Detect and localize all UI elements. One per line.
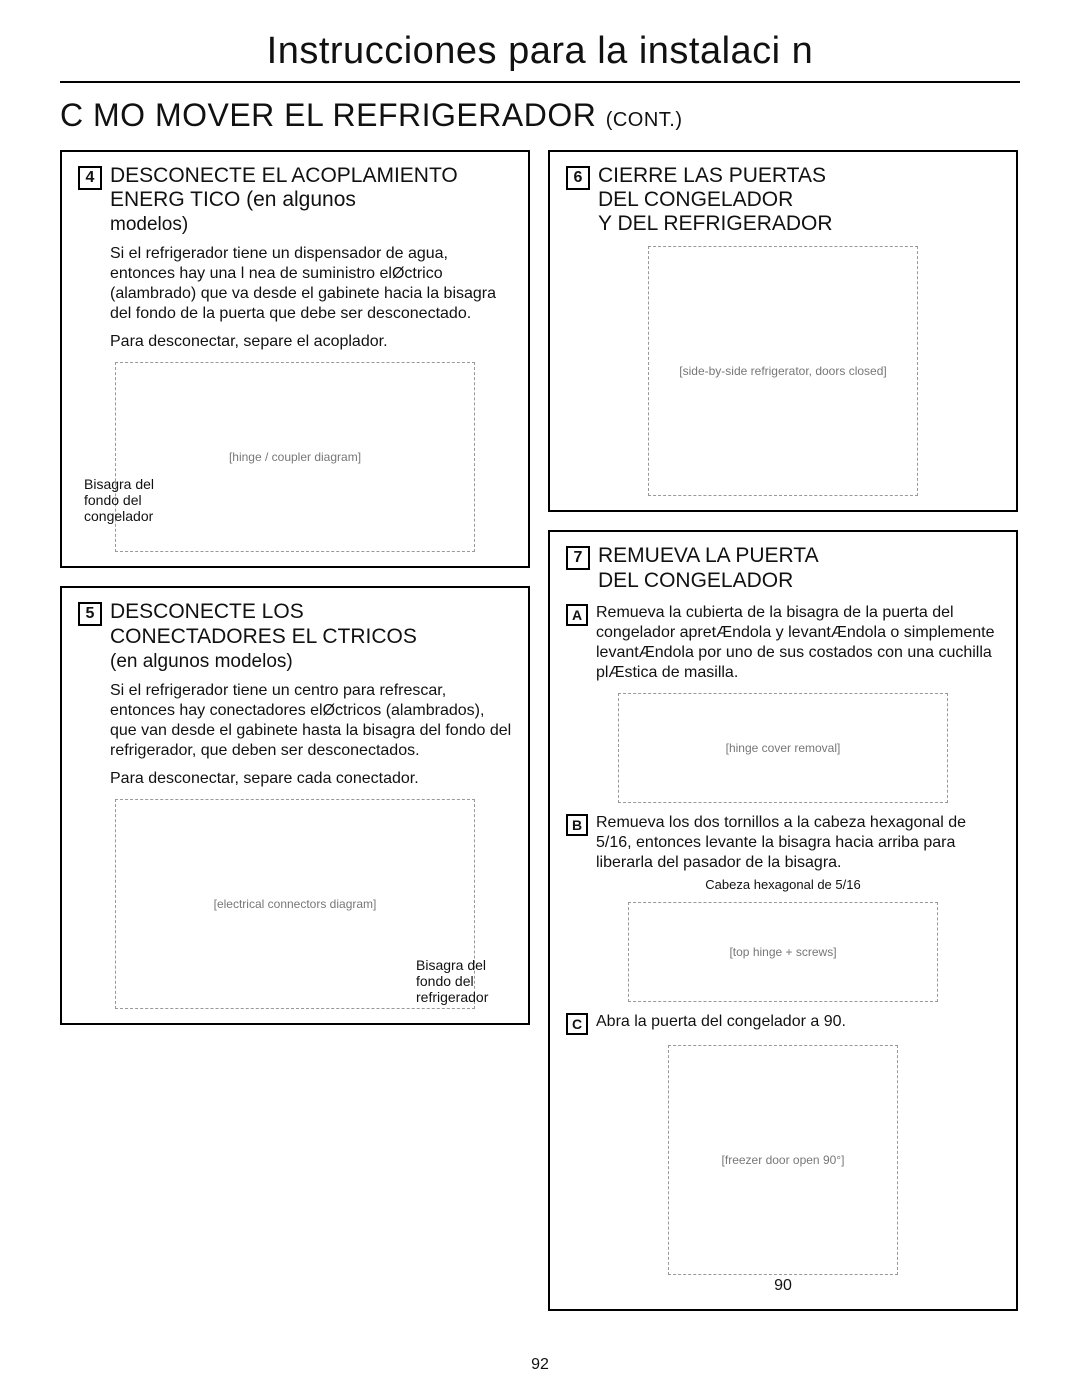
step-7b-illustration: [top hinge + screws] [566,902,1000,1002]
step-7b-letter: B [566,814,588,836]
section-title: C MO MOVER EL REFRIGERADOR (CONT.) [60,97,1020,134]
step-5-title-l1: DESCONECTE LOS [110,600,304,623]
step-4-title-l2: ENERG TICO (en algunos [110,188,356,211]
step-4-illustration: [hinge / coupler diagram] Bisagra del fo… [78,362,512,552]
step-4-title-l3: modelos) [110,214,188,235]
step-5-box: 5 DESCONECTE LOS CONECTADORES EL CTRICOS… [60,586,530,1024]
step-7-title-l2: DEL CONGELADOR [598,569,793,592]
section-cont: (CONT.) [606,109,683,131]
step-7b-illus-placeholder: [top hinge + screws] [628,902,938,1002]
section-title-text: C MO MOVER EL REFRIGERADOR [60,97,596,133]
step-4-head: 4 DESCONECTE EL ACOPLAMIENTO ENERG TICO … [78,164,512,236]
step-5-callout: Bisagra del fondo del refrigerador [416,957,506,1005]
step-5-head: 5 DESCONECTE LOS CONECTADORES EL CTRICOS… [78,600,512,672]
step-6-box: 6 CIERRE LAS PUERTAS DEL CONGELADOR Y DE… [548,150,1018,512]
step-4-title: DESCONECTE EL ACOPLAMIENTO ENERG TICO (e… [110,164,458,236]
right-column: 6 CIERRE LAS PUERTAS DEL CONGELADOR Y DE… [548,150,1018,1311]
title-rule [60,81,1020,83]
step-7b-text: Remueva los dos tornillos a la cabeza he… [596,813,1000,873]
columns: 4 DESCONECTE EL ACOPLAMIENTO ENERG TICO … [60,150,1020,1311]
step-4-para1: Si el refrigerador tiene un dispensador … [110,244,512,324]
step-7c-text: Abra la puerta del congelador a 90. [596,1012,846,1032]
step-4-box: 4 DESCONECTE EL ACOPLAMIENTO ENERG TICO … [60,150,530,568]
step-5-para1: Si el refrigerador tiene un centro para … [110,681,512,761]
step-7-number: 7 [566,546,590,570]
page-number: 92 [0,1356,1080,1374]
step-6-illustration: [side-by-side refrigerator, doors closed… [566,246,1000,496]
step-6-title-l2: DEL CONGELADOR [598,188,793,211]
step-7-title: REMUEVA LA PUERTA DEL CONGELADOR [598,544,819,592]
step-7a-text: Remueva la cubierta de la bisagra de la … [596,603,1000,683]
page-title: Instrucciones para la instalaci n [60,30,1020,73]
manual-page: Instrucciones para la instalaci n C MO M… [0,0,1080,1388]
step-7c-angle: 90 [774,1277,792,1295]
step-6-number: 6 [566,166,590,190]
step-4-para2: Para desconectar, separe el acoplador. [110,332,512,352]
step-7-title-l1: REMUEVA LA PUERTA [598,544,819,567]
step-7a-illustration: [hinge cover removal] [566,693,1000,803]
step-7a-letter: A [566,604,588,626]
step-7b-label: Cabeza hexagonal de 5/16 [566,877,1000,892]
step-6-title-l1: CIERRE LAS PUERTAS [598,164,826,187]
step-4-number: 4 [78,166,102,190]
step-7c-letter: C [566,1013,588,1035]
step-7c-illustration: [freezer door open 90°] 90 [566,1045,1000,1295]
step-7b: B Remueva los dos tornillos a la cabeza … [566,813,1000,873]
step-7c-illus-placeholder: [freezer door open 90°] [668,1045,898,1275]
step-6-illus-placeholder: [side-by-side refrigerator, doors closed… [648,246,918,496]
step-7a: A Remueva la cubierta de la bisagra de l… [566,603,1000,683]
step-4-title-l1: DESCONECTE EL ACOPLAMIENTO [110,164,458,187]
step-7-head: 7 REMUEVA LA PUERTA DEL CONGELADOR [566,544,1000,592]
step-5-title-l2: CONECTADORES EL CTRICOS [110,625,417,648]
step-5-title-l3: (en algunos modelos) [110,651,293,672]
step-4-callout: Bisagra del fondo del congelador [84,476,174,524]
step-5-title: DESCONECTE LOS CONECTADORES EL CTRICOS (… [110,600,417,672]
step-5-para2: Para desconectar, separe cada conectador… [110,769,512,789]
step-5-number: 5 [78,602,102,626]
step-7c: C Abra la puerta del congelador a 90. [566,1012,1000,1035]
step-7-box: 7 REMUEVA LA PUERTA DEL CONGELADOR A Rem… [548,530,1018,1310]
left-column: 4 DESCONECTE EL ACOPLAMIENTO ENERG TICO … [60,150,530,1311]
step-6-title-l3: Y DEL REFRIGERADOR [598,212,833,235]
step-6-head: 6 CIERRE LAS PUERTAS DEL CONGELADOR Y DE… [566,164,1000,236]
step-5-illustration: [electrical connectors diagram] Bisagra … [78,799,512,1009]
step-7a-illus-placeholder: [hinge cover removal] [618,693,948,803]
step-6-title: CIERRE LAS PUERTAS DEL CONGELADOR Y DEL … [598,164,833,236]
